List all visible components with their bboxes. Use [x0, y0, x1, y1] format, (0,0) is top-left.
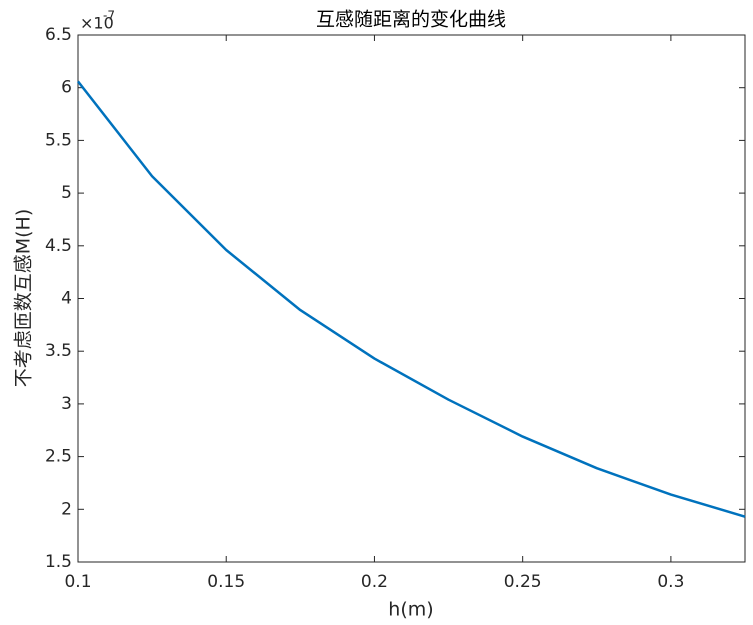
y-tick-label: 4 — [61, 289, 72, 309]
y-tick-label: 3.5 — [45, 341, 72, 361]
x-tick-label: 0.2 — [361, 572, 388, 592]
x-tick-label: 0.25 — [504, 572, 542, 592]
y-multiplier: ×10 — [80, 14, 114, 33]
y-tick-label: 6 — [61, 78, 72, 98]
y-exponent: -7 — [103, 9, 115, 23]
y-tick-label: 2.5 — [45, 447, 72, 467]
x-axis-label: h(m) — [388, 599, 433, 621]
y-tick-label: 6.5 — [45, 25, 72, 45]
y-tick-label: 4.5 — [45, 236, 72, 256]
y-axis-label: 不考虑匝数互感M(H) — [13, 209, 35, 388]
y-tick-label: 5.5 — [45, 130, 72, 150]
y-tick-label: 3 — [61, 394, 72, 414]
y-tick-label: 2 — [61, 499, 72, 519]
x-tick-label: 0.1 — [64, 572, 91, 592]
x-tick-label: 0.15 — [207, 572, 245, 592]
chart-title: 互感随距离的变化曲线 — [316, 9, 506, 31]
y-tick-label: 5 — [61, 183, 72, 203]
x-tick-label: 0.3 — [657, 572, 684, 592]
y-tick-label: 1.5 — [45, 552, 72, 572]
data-line — [77, 80, 746, 518]
